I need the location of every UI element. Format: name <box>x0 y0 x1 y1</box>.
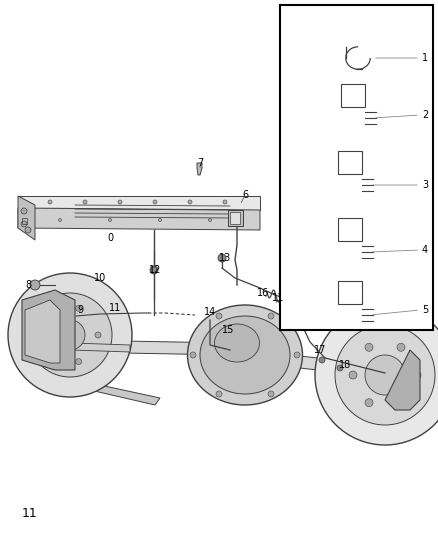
Circle shape <box>48 200 52 204</box>
Text: 11: 11 <box>109 303 121 313</box>
Circle shape <box>413 371 421 379</box>
Circle shape <box>216 391 222 397</box>
Circle shape <box>315 305 438 445</box>
Text: 16: 16 <box>257 288 269 298</box>
Circle shape <box>59 219 61 222</box>
Circle shape <box>208 219 212 222</box>
Polygon shape <box>197 163 202 175</box>
Text: 9: 9 <box>77 305 83 315</box>
Circle shape <box>365 399 373 407</box>
Bar <box>338 219 362 241</box>
Circle shape <box>44 316 50 321</box>
Text: 3: 3 <box>422 180 428 190</box>
Text: 10: 10 <box>94 273 106 283</box>
Circle shape <box>83 200 87 204</box>
Polygon shape <box>385 350 420 410</box>
Polygon shape <box>72 343 130 352</box>
Text: 2: 2 <box>422 110 428 120</box>
Circle shape <box>397 343 405 351</box>
Text: 12: 12 <box>149 265 161 275</box>
Bar <box>228 210 243 226</box>
Text: 0: 0 <box>107 233 113 243</box>
Text: 11: 11 <box>22 507 38 520</box>
Text: 8: 8 <box>25 280 31 290</box>
Text: 5: 5 <box>422 305 428 315</box>
Circle shape <box>8 273 132 397</box>
Text: 13: 13 <box>219 253 231 263</box>
Ellipse shape <box>187 305 303 405</box>
Polygon shape <box>72 367 160 405</box>
Text: 1: 1 <box>422 53 428 63</box>
Circle shape <box>151 267 157 273</box>
Circle shape <box>109 219 112 222</box>
Circle shape <box>337 365 343 371</box>
Polygon shape <box>18 196 35 240</box>
Bar <box>338 151 362 174</box>
Text: 18: 18 <box>339 360 351 370</box>
Circle shape <box>190 352 196 358</box>
Circle shape <box>28 293 112 377</box>
Circle shape <box>76 359 81 365</box>
Bar <box>22 218 27 224</box>
Polygon shape <box>25 300 60 363</box>
Circle shape <box>335 325 435 425</box>
Circle shape <box>268 391 274 397</box>
Circle shape <box>188 200 192 204</box>
Circle shape <box>118 200 122 204</box>
Circle shape <box>55 320 85 350</box>
Bar <box>340 84 365 107</box>
Text: 11: 11 <box>272 293 284 303</box>
Circle shape <box>76 305 81 311</box>
Circle shape <box>150 266 158 274</box>
Polygon shape <box>18 208 260 230</box>
Circle shape <box>30 280 40 290</box>
Circle shape <box>21 208 27 214</box>
Circle shape <box>349 371 357 379</box>
Circle shape <box>223 200 227 204</box>
Text: 4: 4 <box>422 245 428 255</box>
Circle shape <box>216 313 222 319</box>
Circle shape <box>159 219 162 222</box>
Text: 17: 17 <box>314 345 326 355</box>
Circle shape <box>294 352 300 358</box>
Bar <box>280 5 433 330</box>
Circle shape <box>95 332 101 338</box>
Ellipse shape <box>215 324 259 362</box>
Circle shape <box>218 254 226 262</box>
Text: 14: 14 <box>204 307 216 317</box>
Bar <box>230 212 240 224</box>
Polygon shape <box>290 355 365 375</box>
Polygon shape <box>18 196 260 210</box>
Polygon shape <box>70 340 230 355</box>
Circle shape <box>44 349 50 354</box>
Text: 7: 7 <box>197 158 203 168</box>
Text: 6: 6 <box>242 190 248 200</box>
Circle shape <box>365 343 373 351</box>
Ellipse shape <box>200 316 290 394</box>
Bar <box>338 281 362 304</box>
Circle shape <box>397 399 405 407</box>
Text: 15: 15 <box>222 325 234 335</box>
Circle shape <box>365 355 405 395</box>
Polygon shape <box>22 290 75 370</box>
Circle shape <box>21 221 27 227</box>
Circle shape <box>268 313 274 319</box>
Circle shape <box>319 357 325 363</box>
Circle shape <box>25 227 31 233</box>
Circle shape <box>153 200 157 204</box>
